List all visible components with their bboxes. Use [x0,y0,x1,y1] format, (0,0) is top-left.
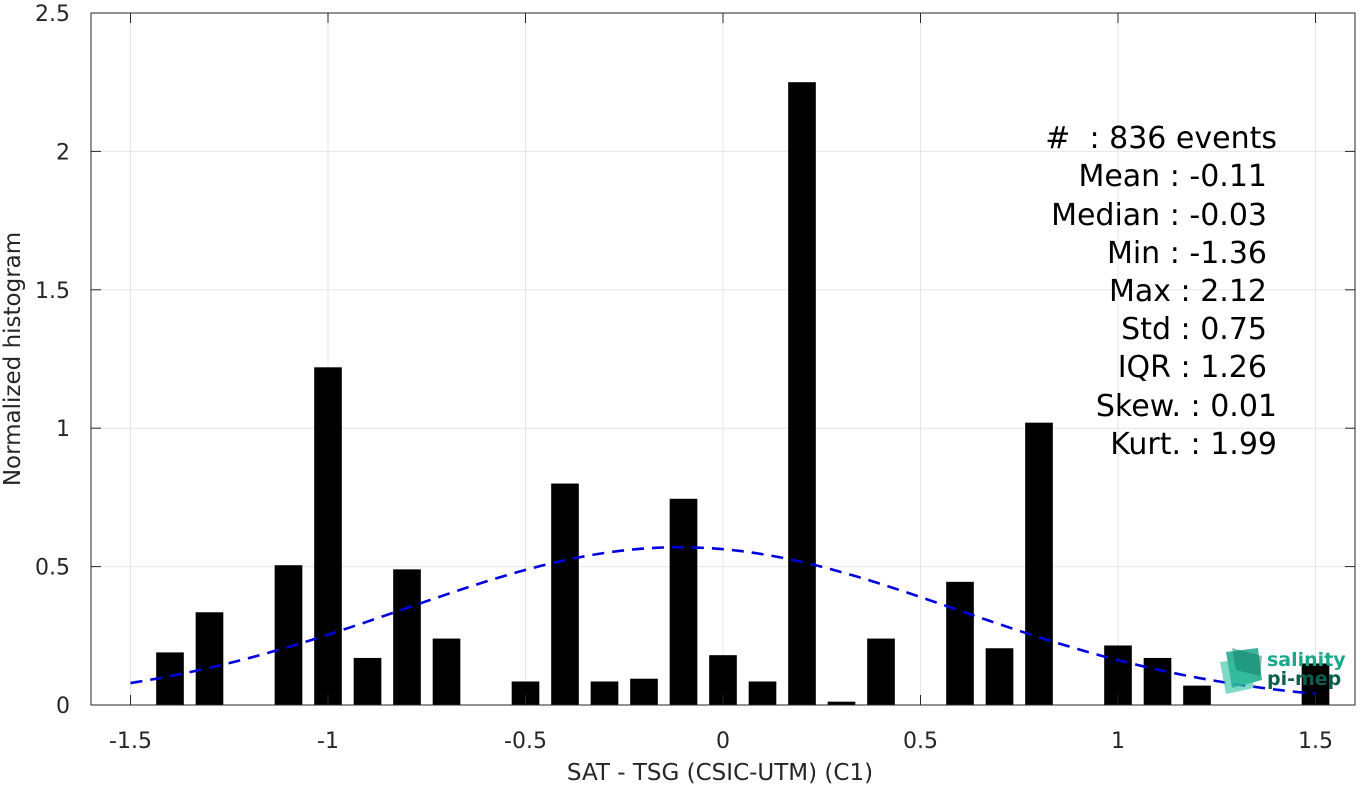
histogram-bar [353,657,382,705]
logo-text-salinity: salinity [1267,649,1346,671]
histogram-bar [393,569,421,705]
histogram-bar [511,681,540,705]
stat-kurt: Kurt. : 1.99 [1110,427,1277,462]
normal-fit-curve [130,545,1316,696]
histogram-bar [551,483,579,705]
histogram-bar [669,498,698,705]
y-tick-labels: 0 0.5 1 1.5 2 2.5 [35,2,70,719]
x-tick-label: 0 [716,729,730,754]
stat-std: Std : 0.75 [1121,312,1267,347]
y-tick-label: 1 [56,417,70,442]
x-tick-label: 1 [1111,729,1125,754]
stat-max: Max : 2.12 [1109,274,1267,309]
y-tick-label: 2 [56,140,70,165]
histogram-bar [867,638,895,705]
y-tick-label: 0 [56,694,70,719]
histogram-bar [432,638,461,705]
histogram-bar [630,678,658,705]
x-tick-label: -1.5 [109,729,152,754]
histogram-bar [1183,685,1211,705]
histogram-bar [788,82,816,705]
logo-mark-icon [1220,648,1262,694]
histogram-bar [748,681,777,705]
x-axis-label: SAT - TSG (CSIC-UTM) (C1) [567,760,873,785]
x-tick-labels: -1.5 -1 -0.5 0 0.5 1 1.5 [109,729,1333,754]
salinity-pimep-logo: salinity pi-mep [1220,648,1346,694]
stat-min: Min : -1.36 [1107,236,1267,271]
histogram-bar [985,648,1014,705]
stat-iqr: IQR : 1.26 [1118,350,1267,385]
histogram-bar [946,581,974,705]
y-tick-label: 1.5 [35,279,70,304]
histogram-bar [1025,422,1053,705]
histogram-bar [590,681,619,705]
x-tick-label: -1 [317,729,339,754]
histogram-bar [1143,657,1172,705]
x-tick-label: 1.5 [1298,729,1333,754]
histogram-bar [195,612,224,705]
y-tick-label: 0.5 [35,556,70,581]
stat-mean: Mean : -0.11 [1078,159,1267,194]
stat-skew: Skew. : 0.01 [1096,389,1277,424]
x-tick-label: 0.5 [903,729,938,754]
x-tick-label: -0.5 [504,729,547,754]
histogram-bar [314,367,342,705]
y-tick-label: 2.5 [35,2,70,27]
histogram-bars [156,82,1330,705]
stat-median: Median : -0.03 [1051,198,1267,233]
logo-text-pimep: pi-mep [1267,668,1341,690]
histogram-bar [827,701,856,705]
y-axis-label: Normalized histogram [0,232,26,486]
stats-box: # : 836 events Mean : -0.11 Median : -0.… [1045,121,1277,462]
stat-events: # : 836 events [1045,121,1277,156]
axes [90,12,1356,706]
histogram-bar [274,565,303,705]
